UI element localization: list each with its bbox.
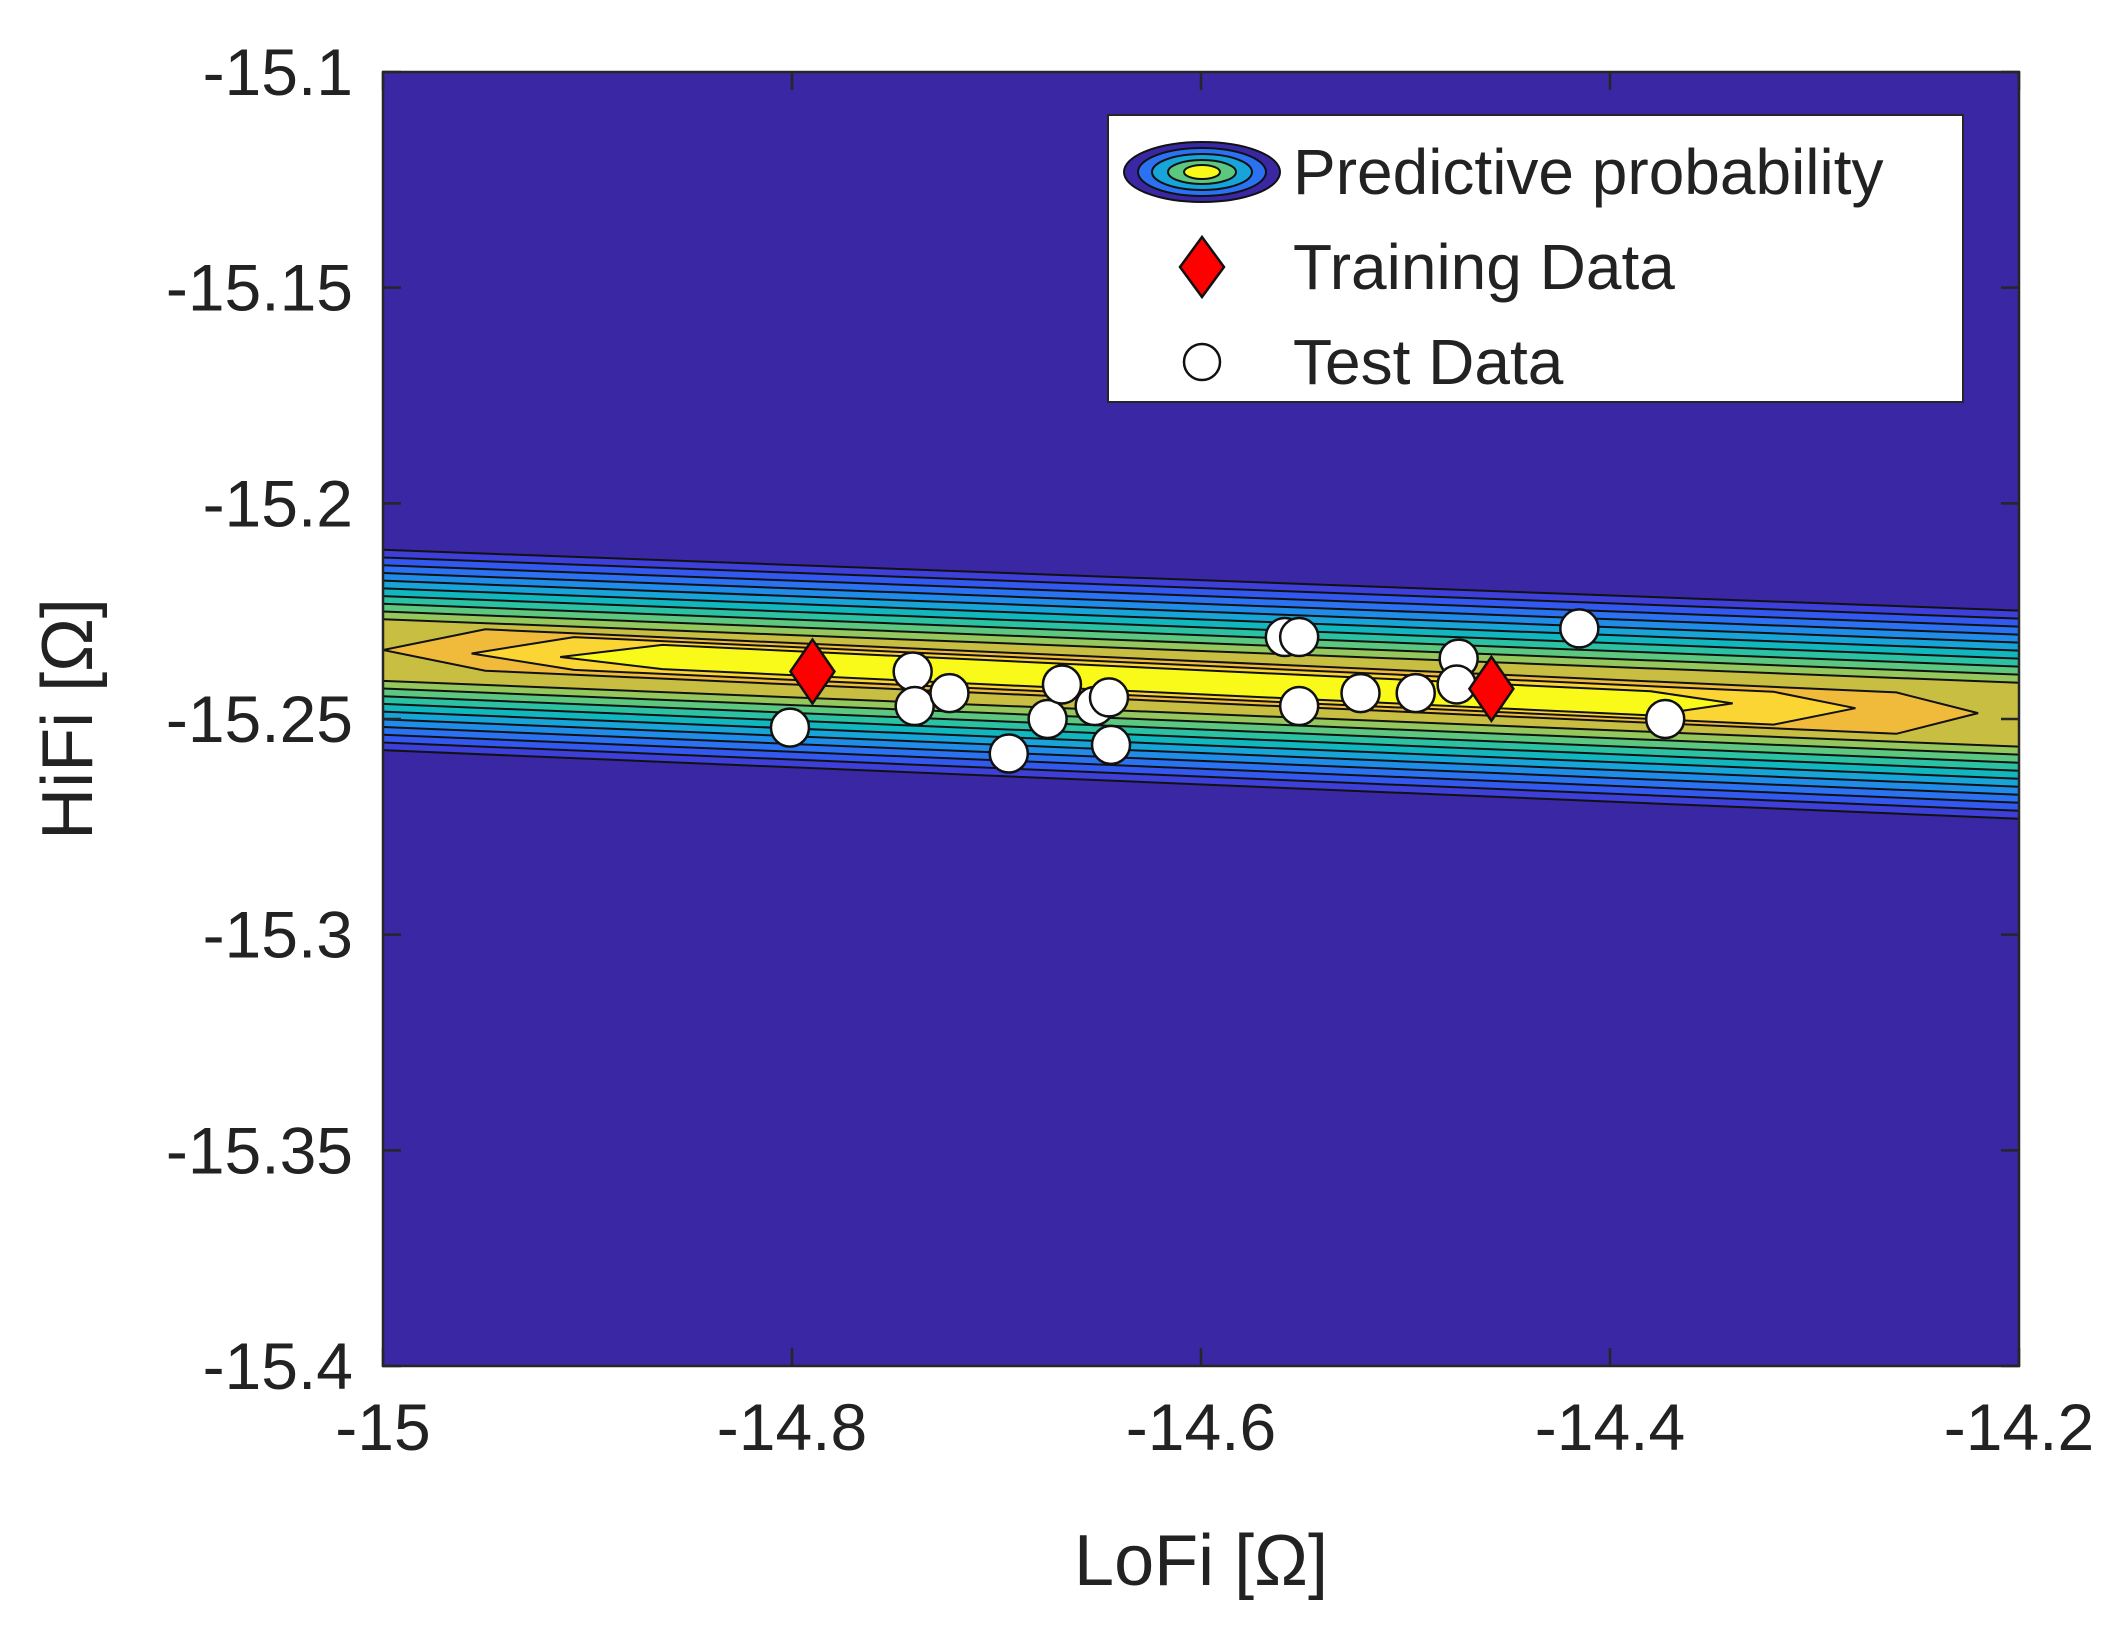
test-data-series — [769, 608, 1686, 774]
x-tick-labels: -15 -14.8 -14.6 -14.4 -14.2 — [335, 1390, 2094, 1464]
y-tick-labels: -15.1 -15.15 -15.2 -15.25 -15.3 -15.35 -15.4 — [166, 35, 353, 1403]
training-data-series — [788, 637, 1515, 724]
test-point-5 — [1027, 698, 1068, 740]
test-point-2 — [894, 685, 935, 727]
test-point-13 — [1340, 672, 1381, 714]
legend-diamond-icon — [1178, 234, 1226, 300]
training-point-1 — [1467, 654, 1515, 724]
legend: Predictive probability Training Data Tes… — [1107, 114, 1964, 403]
test-point-9 — [1090, 724, 1132, 766]
test-point-6 — [1041, 664, 1083, 705]
y-tick-label-0: -15.1 — [203, 35, 353, 109]
test-point-4 — [988, 733, 1030, 774]
test-point-8 — [1088, 677, 1130, 718]
x-tick-label-3: -14.4 — [1535, 1390, 1685, 1464]
test-point-11 — [1278, 616, 1320, 658]
y-tick-label-1: -15.15 — [166, 251, 353, 325]
y-axis-label: HiFi [Ω] — [28, 598, 108, 840]
legend-ellipse-4 — [1183, 164, 1221, 180]
legend-label-training-data: Training Data — [1293, 231, 1675, 303]
y-tick-label-2: -15.2 — [203, 466, 353, 540]
test-point-1 — [892, 651, 933, 692]
y-tick-label-4: -15.3 — [203, 898, 353, 972]
legend-label-test-data: Test Data — [1293, 326, 1564, 398]
test-point-18 — [1644, 698, 1686, 740]
test-point-16 — [1436, 664, 1477, 705]
legend-label-predictive-probability: Predictive probability — [1293, 136, 1884, 208]
legend-circle — [1182, 342, 1222, 382]
y-tick-label-6: -15.4 — [203, 1329, 353, 1403]
legend-contour-icon — [1123, 141, 1281, 203]
y-tick-label-3: -15.25 — [166, 682, 353, 756]
x-tick-label-1: -14.8 — [717, 1390, 867, 1464]
x-tick-label-0: -15 — [335, 1390, 430, 1464]
contour-level-13 — [560, 643, 1733, 717]
test-point-17 — [1559, 608, 1600, 649]
axis-ticks — [381, 70, 2021, 1368]
test-point-14 — [1395, 672, 1436, 714]
training-point-0 — [788, 637, 836, 706]
x-tick-label-4: -14.2 — [1944, 1390, 2094, 1464]
y-tick-label-5: -15.35 — [166, 1113, 353, 1187]
legend-diamond — [1178, 234, 1226, 300]
test-point-3 — [929, 672, 970, 714]
x-axis-label: LoFi [Ω] — [1074, 1521, 1328, 1601]
legend-circle-icon — [1182, 342, 1222, 382]
test-point-0 — [769, 707, 811, 748]
test-point-12 — [1278, 685, 1320, 727]
x-tick-label-2: -14.6 — [1126, 1390, 1276, 1464]
